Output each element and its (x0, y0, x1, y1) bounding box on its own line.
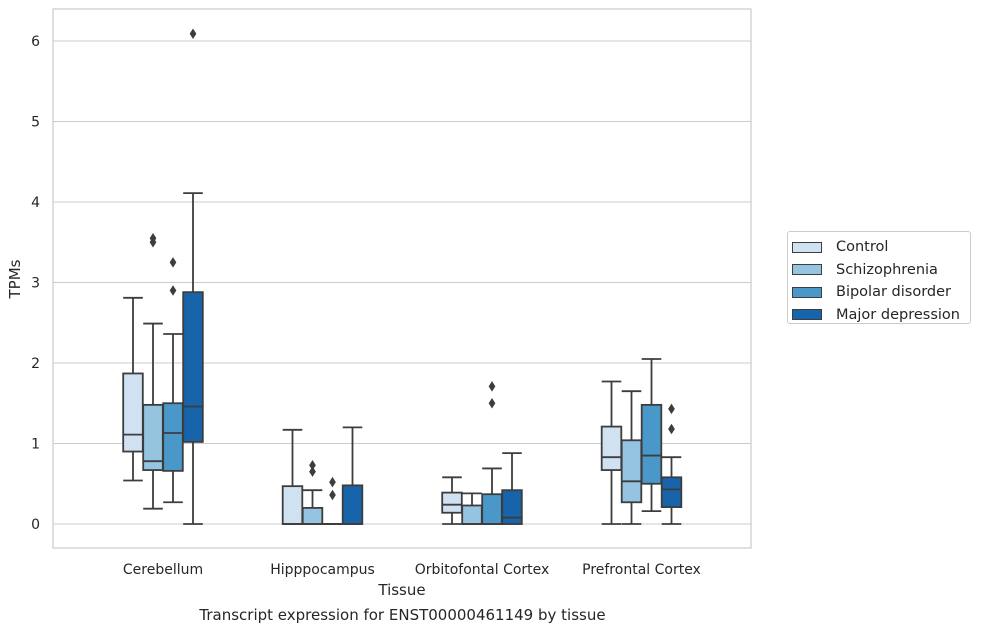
box-bipolar-disorder (322, 476, 343, 525)
box-iqr (600, 425, 623, 471)
legend-label: Bipolar disorder (836, 284, 951, 301)
box-iqr (122, 372, 144, 453)
legend-label: Major depression (836, 306, 960, 323)
box-control (600, 380, 623, 525)
y-tick-label: 1 (31, 437, 40, 453)
legend-item: Control (792, 236, 970, 259)
box-bipolar-disorder (481, 381, 503, 525)
outlier-point (309, 466, 316, 477)
box-iqr (620, 439, 643, 504)
box-iqr (461, 504, 483, 525)
legend-item: Schizophrenia (792, 259, 970, 282)
box-iqr (341, 484, 364, 525)
box-bipolar-disorder (640, 358, 663, 513)
legend-swatch (792, 264, 822, 276)
box-control (441, 476, 463, 525)
outlier-point (488, 381, 496, 392)
legend-label: Schizophrenia (836, 261, 938, 278)
box-schizophrenia (142, 232, 164, 510)
legend-item: Bipolar disorder (792, 281, 970, 304)
y-tick-label: 5 (31, 115, 40, 131)
outlier-point (488, 398, 496, 409)
y-tick-label: 6 (31, 34, 40, 50)
plot-area-frame (52, 8, 752, 549)
outlier-point (149, 232, 157, 244)
legend-swatch (792, 286, 822, 298)
outlier-point (668, 423, 675, 435)
outlier-point (189, 28, 197, 40)
box-iqr (501, 489, 523, 525)
y-tick-label: 2 (31, 356, 40, 372)
x-tick-label: Orbitofontal Cortex (415, 562, 550, 578)
box-control (122, 296, 144, 482)
y-tick-label: 3 (31, 276, 40, 292)
box-control (281, 428, 304, 525)
box-major-depression (501, 452, 523, 525)
box-iqr (441, 491, 463, 514)
y-tick-labels: 0 1 2 3 4 5 6 (31, 34, 40, 533)
box-bipolar-disorder (162, 257, 184, 504)
x-axis-label: Tissue (377, 581, 425, 599)
legend: Control Schizophrenia Bipolar disorder Majo… (787, 231, 971, 324)
outlier-point (668, 403, 675, 415)
outlier-point (169, 285, 177, 296)
x-tick-labels: Cerebellum Hipppocampus Orbitofontal Corte… (123, 562, 701, 578)
x-tick-label: Cerebellum (123, 562, 203, 578)
box-iqr (481, 493, 503, 525)
y-tick-label: 0 (31, 517, 40, 533)
y-tick-label: 4 (31, 195, 40, 211)
legend-swatch (792, 241, 822, 253)
box-iqr (640, 403, 663, 485)
legend-swatch (792, 309, 822, 321)
box-iqr (182, 291, 204, 443)
box-major-depression (660, 403, 683, 525)
y-axis-label: TPMs (6, 259, 24, 299)
box-major-depression (182, 28, 204, 525)
box-iqr (660, 476, 683, 508)
outlier-point (309, 459, 316, 471)
legend-item: Major depression (792, 304, 970, 327)
x-tick-label: Hipppocampus (270, 562, 375, 578)
box-iqr (301, 506, 324, 525)
box-iqr (142, 403, 164, 471)
box-major-depression (341, 426, 364, 525)
chart-caption: Transcript expression for ENST0000046114… (199, 606, 606, 624)
box-schizophrenia (461, 492, 483, 525)
legend-label: Control (836, 239, 889, 256)
box-schizophrenia (620, 390, 643, 525)
box-iqr (281, 485, 304, 525)
box-schizophrenia (301, 459, 324, 525)
x-tick-label: Prefrontal Cortex (582, 562, 701, 578)
box-series (122, 28, 683, 525)
outlier-point (169, 257, 177, 268)
outlier-point (329, 476, 336, 488)
outlier-point (329, 489, 336, 501)
box-iqr (162, 402, 184, 472)
